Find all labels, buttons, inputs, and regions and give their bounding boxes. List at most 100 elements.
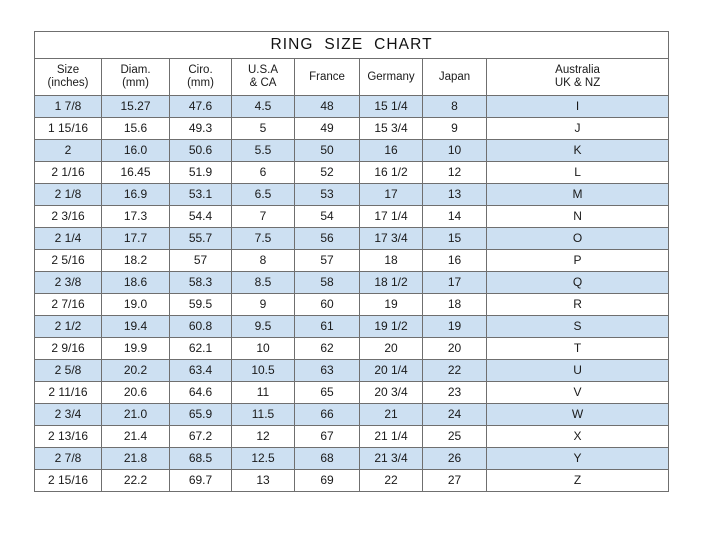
table-cell: 19.0 [101, 293, 170, 316]
table-cell: 69 [294, 469, 360, 492]
table-cell: 21.4 [101, 425, 170, 448]
column-header-3: Ciro. (mm) [169, 58, 232, 96]
table-cell: 9 [422, 117, 487, 140]
column-header-row: Size (inches) Diam. (mm) Ciro. (mm) U.S.A & CA F… [34, 58, 670, 96]
table-cell: 19.9 [101, 337, 170, 360]
column-header-line2: UK & NZ [554, 77, 601, 89]
table-cell: 9 [231, 293, 295, 316]
table-cell: 22.2 [101, 469, 170, 492]
table-cell: 47.6 [169, 95, 232, 118]
column-header-line1: U.S.A [247, 64, 279, 76]
table-cell: 17 1/4 [359, 205, 423, 228]
table-cell: 16.9 [101, 183, 170, 206]
table-cell: 49 [294, 117, 360, 140]
table-cell: 2 3/16 [34, 205, 102, 228]
table-cell: 19 1/2 [359, 315, 423, 338]
table-cell: 12.5 [231, 447, 295, 470]
table-cell: 21.8 [101, 447, 170, 470]
table-cell: 18 [359, 249, 423, 272]
table-row: 2 1/16 16.45 51.9 6 52 16 1/2 12 L [34, 161, 670, 184]
table-cell: K [485, 139, 670, 162]
table-cell: 63 [294, 359, 360, 382]
table-cell: 23 [422, 381, 487, 404]
table-cell: 20.6 [101, 381, 170, 404]
column-header-line2: (inches) [47, 77, 89, 89]
table-cell: 1 15/16 [34, 117, 102, 140]
table-row: 2 9/16 19.9 62.1 10 62 20 20 T [34, 337, 670, 360]
table-cell: R [485, 293, 670, 316]
table-row: 2 1/2 19.4 60.8 9.5 61 19 1/2 19 S [34, 315, 670, 338]
table-row: 2 11/16 20.6 64.6 11 65 20 3/4 23 V [34, 381, 670, 404]
column-header-line1: Australia [555, 64, 600, 76]
table-cell: 48 [294, 95, 360, 118]
column-header-6: Germany [359, 58, 423, 96]
table-cell: 21 3/4 [359, 447, 423, 470]
table-cell: O [485, 227, 670, 250]
table-cell: 19 [422, 315, 487, 338]
table-row: 2 7/16 19.0 59.5 9 60 19 18 R [34, 293, 670, 316]
table-header: RING SIZE CHART Size (inches) Diam. (mm) Cir… [33, 31, 670, 96]
chart-title-text: RING SIZE CHART [270, 36, 433, 53]
table-cell: 51.9 [169, 161, 232, 184]
table-cell: 2 [34, 139, 102, 162]
table-cell: 15 3/4 [359, 117, 423, 140]
table-cell: 22 [359, 469, 423, 492]
table-row: 2 3/4 21.0 65.9 11.5 66 21 24 W [34, 403, 670, 426]
column-header-line1: Japan [438, 70, 471, 83]
table-cell: 56 [294, 227, 360, 250]
table-cell: 66 [294, 403, 360, 426]
table-cell: 62.1 [169, 337, 232, 360]
table-cell: S [485, 315, 670, 338]
table-cell: 6 [231, 161, 295, 184]
table-row: 2 3/8 18.6 58.3 8.5 58 18 1/2 17 Q [34, 271, 670, 294]
table-cell: 9.5 [231, 315, 295, 338]
table-cell: 18 [422, 293, 487, 316]
table-cell: 2 13/16 [34, 425, 102, 448]
table-cell: 57 [169, 249, 232, 272]
table-cell: 16.0 [101, 139, 170, 162]
table-cell: 19 [359, 293, 423, 316]
table-row: 1 7/8 15.27 47.6 4.5 48 15 1/4 8 I [34, 95, 670, 118]
table-cell: 27 [422, 469, 487, 492]
table-cell: V [485, 381, 670, 404]
table-cell: 17.3 [101, 205, 170, 228]
table-cell: 65 [294, 381, 360, 404]
table-cell: L [485, 161, 670, 184]
table-cell: 2 15/16 [34, 469, 102, 492]
table-cell: 49.3 [169, 117, 232, 140]
table-cell: 21 1/4 [359, 425, 423, 448]
table-cell: 17 [359, 183, 423, 206]
table-cell: 67.2 [169, 425, 232, 448]
table-cell: 68 [294, 447, 360, 470]
table-cell: 68.5 [169, 447, 232, 470]
column-header-8: Australia UK & NZ [485, 58, 670, 96]
table-cell: Z [485, 469, 670, 492]
table-cell: 15 1/4 [359, 95, 423, 118]
table-cell: 13 [231, 469, 295, 492]
table-cell: N [485, 205, 670, 228]
column-header-line2: (mm) [122, 77, 149, 89]
table-cell: 4.5 [231, 95, 295, 118]
table-row: 2 1/8 16.9 53.1 6.5 53 17 13 M [34, 183, 670, 206]
table-cell: J [485, 117, 670, 140]
table-cell: I [485, 95, 670, 118]
table-cell: 10.5 [231, 359, 295, 382]
table-cell: W [485, 403, 670, 426]
table-cell: 7.5 [231, 227, 295, 250]
table-cell: 50.6 [169, 139, 232, 162]
column-header-line1: Diam. [120, 64, 151, 76]
table-cell: 15 [422, 227, 487, 250]
table-cell: 12 [422, 161, 487, 184]
table-cell: 17 [422, 271, 487, 294]
table-cell: 7 [231, 205, 295, 228]
table-cell: 8.5 [231, 271, 295, 294]
table-cell: 67 [294, 425, 360, 448]
table-cell: 12 [231, 425, 295, 448]
table-cell: 26 [422, 447, 487, 470]
table-row: 2 3/16 17.3 54.4 7 54 17 1/4 14 N [34, 205, 670, 228]
table-cell: 2 9/16 [34, 337, 102, 360]
table-cell: X [485, 425, 670, 448]
table-cell: 55.7 [169, 227, 232, 250]
table-cell: 18.6 [101, 271, 170, 294]
table-body: 1 7/8 15.27 47.6 4.5 48 15 1/4 8 I 1 15/16 15.6 49… [34, 95, 670, 492]
